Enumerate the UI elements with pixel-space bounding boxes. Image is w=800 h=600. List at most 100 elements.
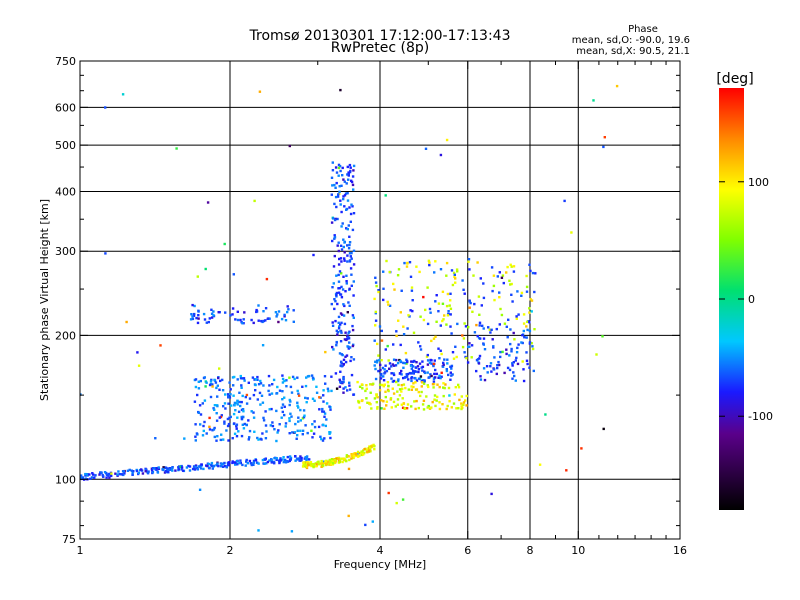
data-point: [220, 414, 223, 417]
data-point: [405, 362, 408, 365]
data-point: [478, 313, 481, 316]
data-point: [256, 375, 259, 379]
data-point: [363, 452, 366, 455]
data-point: [102, 475, 105, 478]
data-point: [137, 471, 140, 474]
data-point: [279, 459, 282, 462]
data-point: [526, 328, 529, 332]
data-point: [410, 289, 414, 292]
data-point: [320, 437, 323, 441]
data-point: [511, 362, 514, 365]
data-point: [392, 392, 396, 395]
data-point: [313, 420, 316, 423]
data-point: [281, 410, 284, 414]
data-point: [364, 523, 367, 527]
data-point: [342, 391, 345, 394]
data-point: [362, 449, 365, 452]
data-point: [235, 423, 239, 426]
data-point: [442, 386, 445, 389]
data-point: [212, 428, 216, 431]
chart-subtitle: RwPretec (8p): [331, 40, 429, 56]
data-point: [236, 378, 239, 381]
data-point: [262, 310, 265, 313]
data-point: [475, 369, 478, 373]
data-point: [338, 352, 342, 355]
data-point: [377, 354, 380, 357]
data-point: [255, 308, 258, 312]
data-point: [352, 294, 355, 297]
data-point: [323, 415, 326, 418]
data-point: [342, 362, 345, 366]
data-point: [164, 469, 168, 473]
data-point: [373, 364, 376, 367]
data-point: [380, 399, 383, 402]
data-point: [514, 359, 517, 362]
data-point: [337, 193, 340, 196]
y-tick-label: 400: [55, 185, 76, 198]
data-point: [358, 385, 362, 388]
data-point: [346, 192, 349, 195]
data-point: [212, 407, 215, 410]
data-point: [336, 217, 339, 221]
data-point: [455, 355, 458, 359]
colorbar-tick-label: 100: [748, 176, 769, 189]
data-point: [409, 275, 413, 278]
data-point: [339, 199, 342, 202]
data-point: [175, 147, 178, 150]
data-point: [261, 401, 265, 404]
data-point: [432, 337, 436, 340]
data-point: [252, 393, 256, 397]
data-point: [339, 323, 342, 326]
data-point: [288, 144, 291, 148]
data-point: [328, 405, 331, 408]
data-point: [331, 345, 334, 349]
data-point: [448, 304, 451, 307]
data-point: [297, 416, 300, 419]
data-point: [419, 375, 423, 378]
data-point: [244, 464, 247, 467]
data-point: [335, 341, 338, 344]
data-point: [256, 398, 259, 401]
data-point: [401, 406, 405, 409]
data-point: [280, 406, 283, 409]
data-point: [304, 463, 307, 466]
data-point: [199, 413, 203, 416]
data-point: [253, 430, 256, 433]
data-point: [299, 455, 302, 458]
data-point: [414, 377, 417, 380]
data-point: [468, 342, 471, 345]
data-point: [224, 311, 227, 314]
data-point: [183, 437, 186, 440]
data-point: [338, 460, 341, 464]
data-point: [245, 402, 249, 405]
data-point: [366, 401, 369, 404]
data-point: [302, 416, 306, 419]
data-point: [205, 464, 208, 467]
data-point: [449, 325, 452, 328]
data-point: [288, 398, 291, 402]
data-point: [348, 287, 351, 290]
data-point: [236, 416, 239, 419]
data-point: [203, 420, 206, 424]
data-point: [228, 381, 231, 384]
data-point: [528, 329, 532, 333]
data-point: [198, 404, 202, 407]
data-point: [313, 425, 317, 429]
data-point: [458, 398, 461, 402]
data-point: [254, 459, 258, 462]
data-point: [486, 371, 489, 374]
data-point: [368, 401, 371, 405]
data-point: [538, 463, 542, 466]
data-point: [365, 387, 368, 390]
data-point: [376, 342, 379, 346]
data-point: [242, 415, 245, 419]
data-point: [289, 456, 293, 460]
data-point: [241, 463, 244, 467]
data-point: [422, 382, 426, 385]
data-point: [260, 438, 263, 441]
data-point: [443, 358, 446, 361]
data-point: [344, 290, 347, 293]
data-point: [482, 367, 486, 370]
data-point: [200, 464, 203, 467]
data-point: [227, 395, 230, 398]
